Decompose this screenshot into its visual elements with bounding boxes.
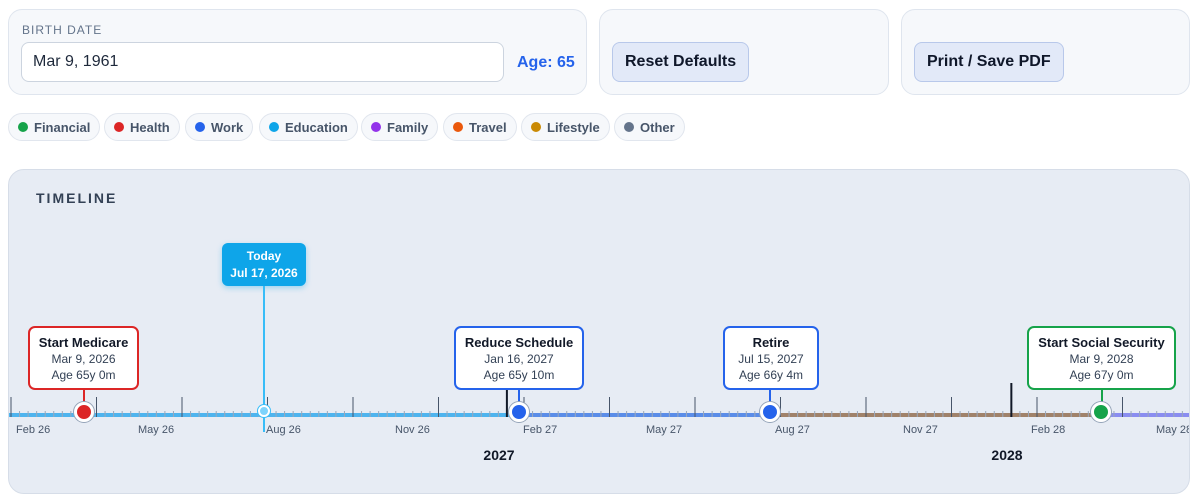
birth-date-label: BIRTH DATE: [22, 23, 103, 37]
event-card-start-medicare[interactable]: Start Medicare Mar 9, 2026 Age 65y 0m: [28, 326, 139, 390]
month-label: Feb 27: [523, 424, 558, 436]
today-line: [263, 286, 265, 432]
event-stem: [1101, 390, 1103, 412]
month-label: Feb 26: [16, 424, 51, 436]
birth-date-panel: BIRTH DATE Age: 65: [8, 9, 587, 95]
today-date: Jul 17, 2026: [230, 266, 298, 280]
today-marker-dot: [258, 405, 270, 417]
timeline-axis-segment: [770, 413, 1101, 417]
event-age: Age 66y 4m: [738, 368, 804, 382]
legend-chip-financial[interactable]: Financial: [8, 113, 101, 141]
financial-dot-icon: [18, 122, 28, 132]
print-panel: Print / Save PDF: [901, 9, 1190, 95]
event-stem: [518, 390, 520, 412]
legend-chip-lifestyle[interactable]: Lifestyle: [521, 113, 610, 141]
event-date: Jul 15, 2027: [738, 352, 804, 366]
event-stem: [83, 390, 85, 412]
event-date: Mar 9, 2026: [51, 352, 116, 366]
legend-label: Work: [211, 119, 244, 135]
travel-dot-icon: [453, 122, 463, 132]
legend-label: Education: [285, 119, 348, 135]
month-label: Nov 26: [395, 424, 430, 436]
event-card-start-social-security[interactable]: Start Social Security Mar 9, 2028 Age 67…: [1027, 326, 1176, 390]
event-marker-retire[interactable]: [760, 402, 780, 422]
event-title: Retire: [752, 335, 790, 350]
other-dot-icon: [624, 122, 634, 132]
legend-chip-education[interactable]: Education: [259, 113, 358, 141]
event-marker-start-social-security[interactable]: [1091, 402, 1111, 422]
timeline-title: TIMELINE: [36, 190, 118, 206]
print-save-pdf-button[interactable]: Print / Save PDF: [914, 42, 1064, 82]
timeline-panel: TIMELINE Feb 26 May 26 Aug 26 Nov 26 Feb…: [8, 169, 1190, 494]
legend-chip-travel[interactable]: Travel: [443, 113, 517, 141]
age-readout: Age: 65: [517, 54, 575, 71]
month-label: Aug 26: [266, 424, 301, 436]
event-card-retire[interactable]: Retire Jul 15, 2027 Age 66y 4m: [723, 326, 819, 390]
event-age: Age 65y 10m: [483, 368, 555, 382]
legend-label: Travel: [469, 119, 507, 135]
event-date: Jan 16, 2027: [484, 352, 554, 366]
event-title: Reduce Schedule: [464, 335, 574, 350]
event-marker-reduce-schedule[interactable]: [509, 402, 529, 422]
legend-label: Lifestyle: [547, 119, 600, 135]
legend-label: Financial: [34, 119, 91, 135]
birth-date-input[interactable]: [21, 42, 504, 82]
month-label: Nov 27: [903, 424, 938, 436]
health-dot-icon: [114, 122, 124, 132]
event-age: Age 65y 0m: [51, 368, 116, 382]
timeline-ticks: [10, 383, 1183, 417]
today-label: Today: [246, 249, 282, 263]
event-marker-start-medicare[interactable]: [74, 402, 94, 422]
legend-label: Other: [640, 119, 675, 135]
month-label: May 26: [138, 424, 175, 436]
reset-defaults-button[interactable]: Reset Defaults: [612, 42, 750, 82]
timeline-axis-segment: [519, 413, 770, 417]
event-date: Mar 9, 2028: [1069, 352, 1134, 366]
today-badge: Today Jul 17, 2026: [222, 243, 306, 286]
year-label: 2027: [483, 447, 515, 463]
legend-label: Health: [130, 119, 170, 135]
month-label: May 28: [1156, 424, 1190, 436]
family-dot-icon: [371, 122, 381, 132]
lifestyle-dot-icon: [531, 122, 541, 132]
year-label: 2028: [991, 447, 1023, 463]
month-label: Aug 27: [775, 424, 810, 436]
event-card-reduce-schedule[interactable]: Reduce Schedule Jan 16, 2027 Age 65y 10m: [454, 326, 584, 390]
event-title: Start Social Security: [1038, 335, 1165, 350]
reset-panel: Reset Defaults: [599, 9, 889, 95]
month-label: Feb 28: [1031, 424, 1066, 436]
month-label: May 27: [646, 424, 683, 436]
legend-chip-family[interactable]: Family: [361, 113, 439, 141]
event-title: Start Medicare: [38, 335, 129, 350]
event-age: Age 67y 0m: [1069, 368, 1134, 382]
legend-chip-work[interactable]: Work: [185, 113, 254, 141]
legend-label: Family: [387, 119, 429, 135]
timeline-axis-segment: [1101, 413, 1189, 417]
legend-chip-other[interactable]: Other: [614, 113, 685, 141]
legend-chip-health[interactable]: Health: [104, 113, 180, 141]
education-dot-icon: [269, 122, 279, 132]
event-stem: [769, 390, 771, 412]
work-dot-icon: [195, 122, 205, 132]
